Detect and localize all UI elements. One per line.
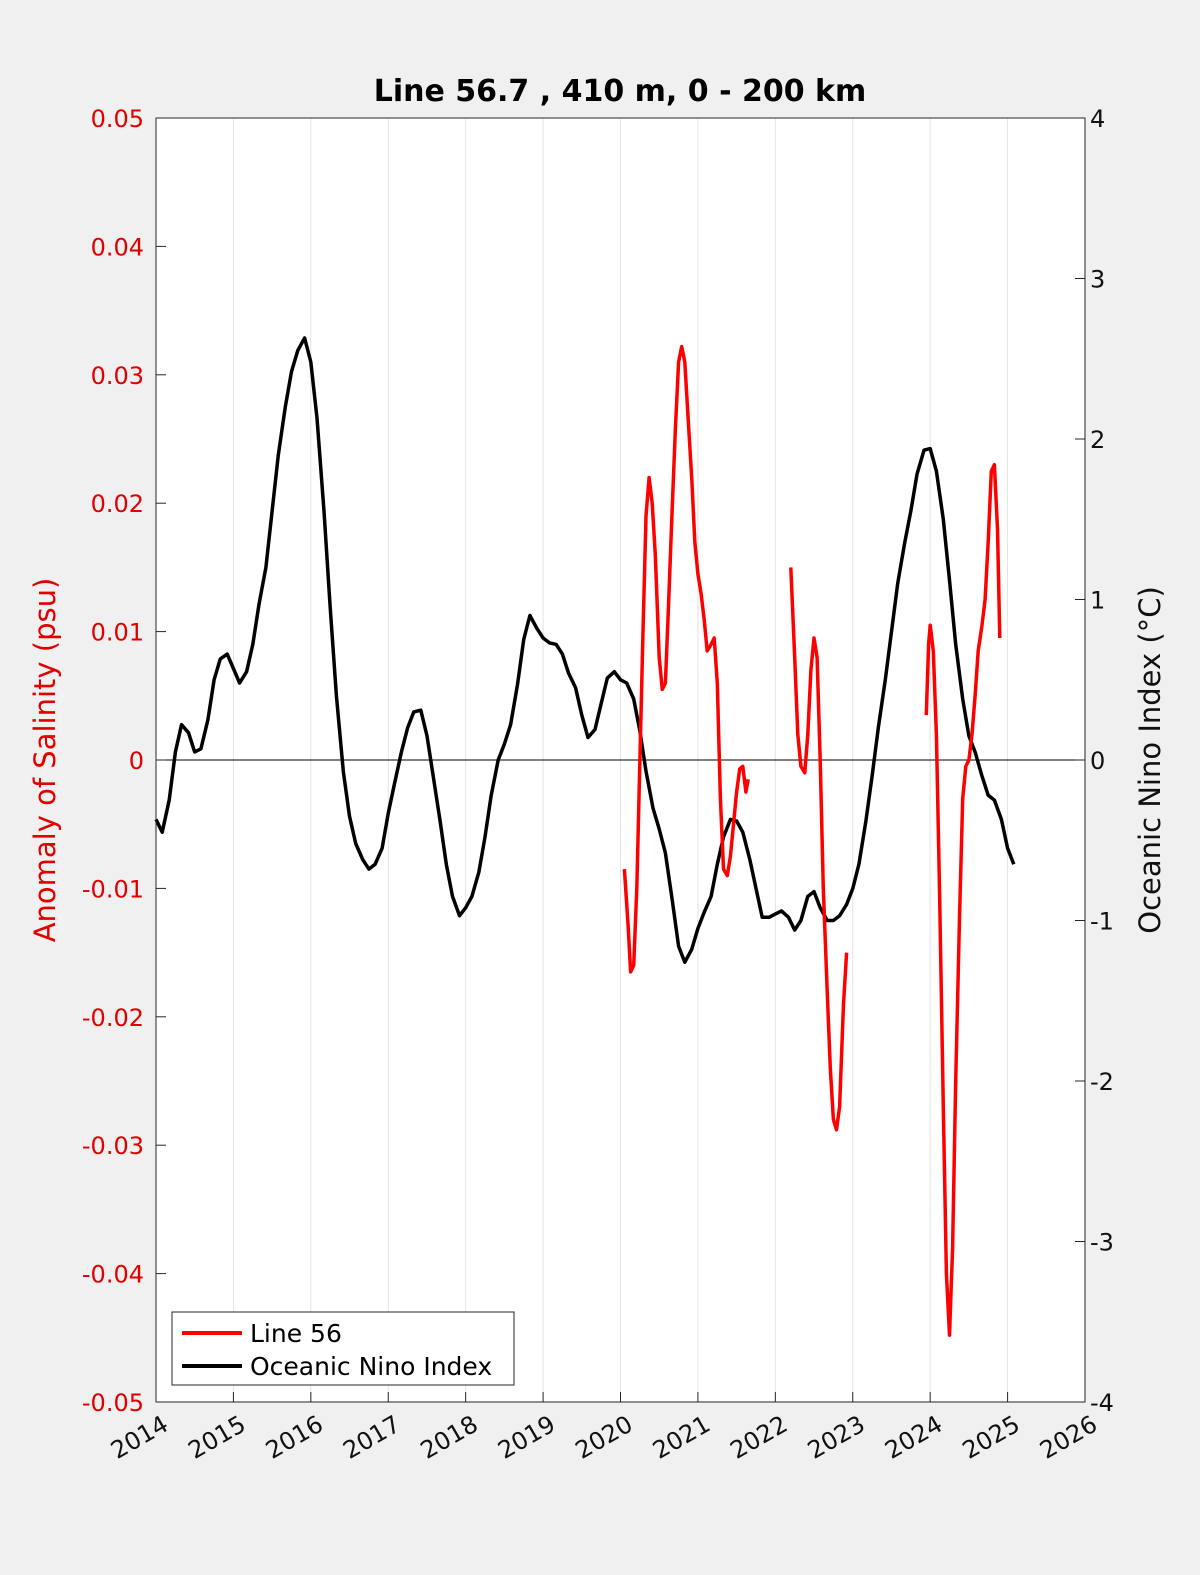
series-layer xyxy=(154,336,1016,1337)
y-axis-label: Anomaly of Salinity (psu) xyxy=(28,578,62,943)
y-tick-label--0.01: -0.01 xyxy=(82,875,144,903)
y-tick-label-0.04: 0.04 xyxy=(91,233,144,261)
y2-axis-label: Oceanic Nino Index (°C) xyxy=(1133,586,1167,934)
y2-tick-label--4: -4 xyxy=(1090,1389,1114,1417)
axes: 2014 2015 2016 2017 2018 2019 2020 2021 2022 2023… xyxy=(82,105,1114,1465)
series-line56-segment-1 xyxy=(622,344,750,974)
y2-tick-label-4: 4 xyxy=(1090,105,1105,133)
series-oni-line xyxy=(154,336,1016,964)
chart-title: Line 56.7 , 410 m, 0 - 200 km xyxy=(374,74,867,109)
legend-box xyxy=(171,1311,515,1386)
y2-tick-label-1: 1 xyxy=(1090,587,1105,615)
legend-line56-label: Line 56 xyxy=(250,1319,342,1348)
y-tick-label--0.05: -0.05 xyxy=(82,1389,144,1417)
y2-tick-label-2: 2 xyxy=(1090,426,1105,454)
series-line56-segment-2 xyxy=(789,567,849,1132)
y2-tick-label-0: 0 xyxy=(1090,747,1105,775)
y-tick-label-0.03: 0.03 xyxy=(91,362,144,390)
y2-tick-label--2: -2 xyxy=(1090,1068,1114,1096)
y-tick-label--0.02: -0.02 xyxy=(82,1004,144,1032)
y2-tick-label--3: -3 xyxy=(1090,1229,1114,1257)
y-tick-label--0.04: -0.04 xyxy=(82,1261,144,1289)
y-tick-label-0: 0 xyxy=(129,747,144,775)
y2-tick-label-3: 3 xyxy=(1090,266,1105,294)
series-line56-segment-3 xyxy=(924,462,1002,1337)
y-tick-label-0.02: 0.02 xyxy=(91,490,144,518)
legend-oni-label: Oceanic Nino Index xyxy=(250,1352,492,1381)
y-tick-label-0.05: 0.05 xyxy=(91,105,144,133)
legend: Line 56 Oceanic Nino Index xyxy=(171,1311,515,1386)
y-tick-label--0.03: -0.03 xyxy=(82,1132,144,1160)
y-tick-label-0.01: 0.01 xyxy=(91,619,144,647)
y2-tick-label--1: -1 xyxy=(1090,908,1114,936)
